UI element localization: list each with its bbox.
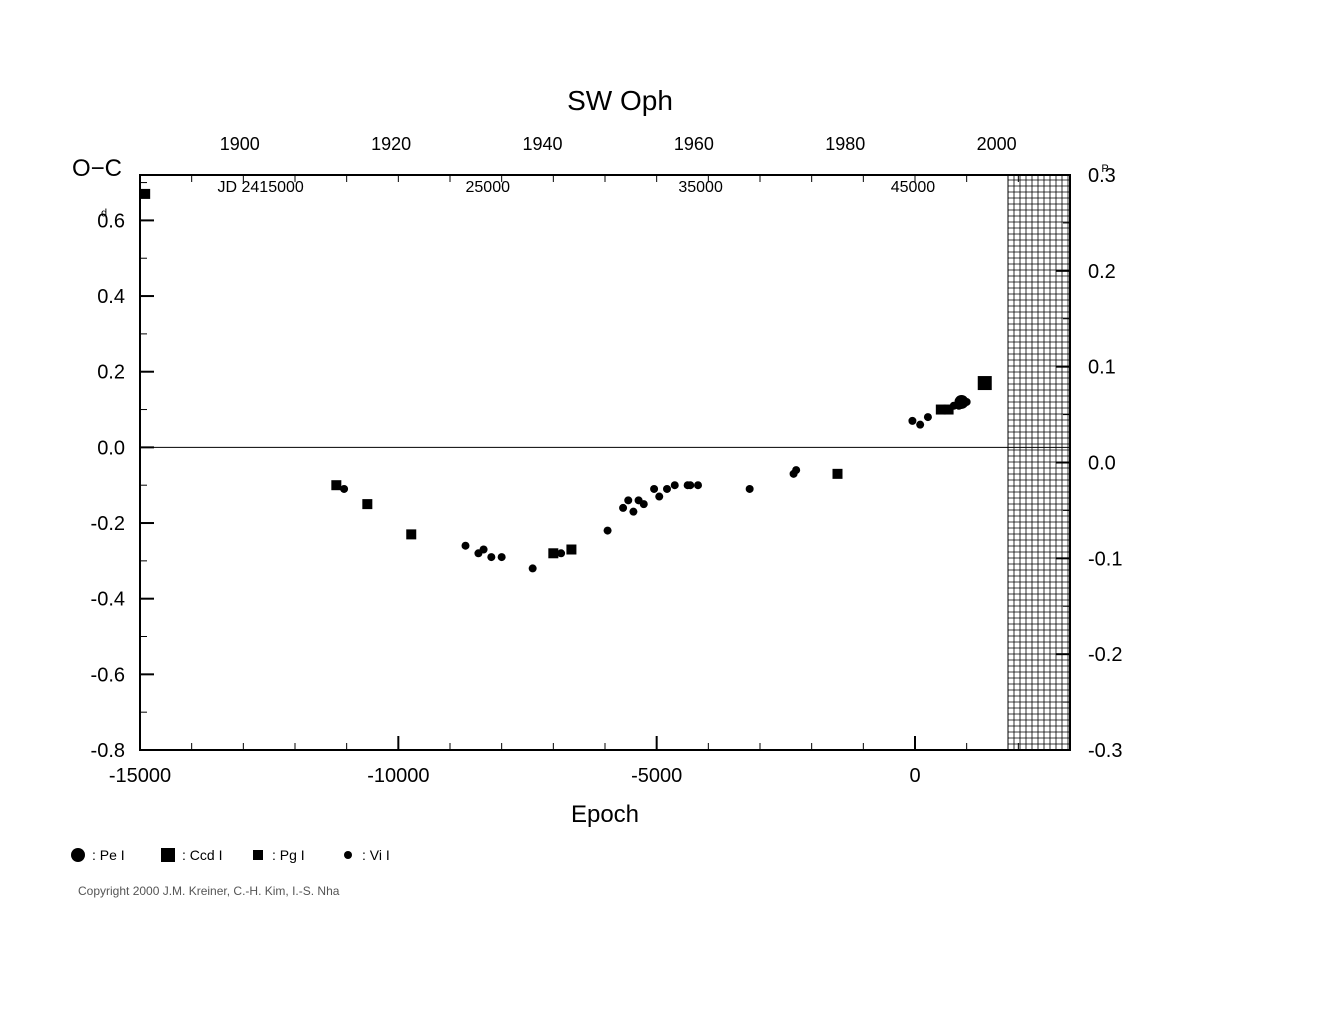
right-tick-label: -0.3 xyxy=(1088,740,1122,762)
data-point xyxy=(650,485,658,493)
data-point xyxy=(140,189,150,199)
right-tick-label: 0.1 xyxy=(1088,357,1116,379)
data-point xyxy=(663,485,671,493)
data-point xyxy=(548,548,558,558)
data-point xyxy=(640,500,648,508)
year-label: 1960 xyxy=(674,134,714,154)
y-tick-label: -0.4 xyxy=(91,589,125,611)
data-point xyxy=(671,481,679,489)
legend-marker xyxy=(344,851,352,859)
year-label: 2000 xyxy=(977,134,1017,154)
year-label: 1980 xyxy=(825,134,865,154)
right-tick-label: -0.2 xyxy=(1088,644,1122,666)
x-tick-label: -15000 xyxy=(109,765,171,787)
data-point xyxy=(498,553,506,561)
data-point xyxy=(604,527,612,535)
data-point xyxy=(557,549,565,557)
y-tick-label: -0.8 xyxy=(91,740,125,762)
scatter-chart: SW Oph -15000 -10000 -5000 0 Epoch -0.8 -0.6 -0.… xyxy=(0,0,1325,1020)
right-unit-super: P xyxy=(1101,163,1108,175)
data-point xyxy=(686,481,694,489)
data-point xyxy=(833,469,843,479)
year-label: 1920 xyxy=(371,134,411,154)
jd-label: 25000 xyxy=(466,179,511,196)
copyright-text: Copyright 2000 J.M. Kreiner, C.-H. Kim, … xyxy=(78,884,340,898)
y-tick-label: -0.2 xyxy=(91,513,125,535)
x-axis-label: Epoch xyxy=(571,801,639,828)
data-point xyxy=(340,485,348,493)
legend-label: : Vi I xyxy=(362,847,390,863)
legend-marker xyxy=(161,848,175,862)
y-tick-label: -0.6 xyxy=(91,664,125,686)
jd-prefix: JD 2415000 xyxy=(218,179,304,196)
y-unit-super: d xyxy=(101,207,107,219)
data-point xyxy=(529,564,537,572)
legend-label: : Pe I xyxy=(92,847,125,863)
chart-title: SW Oph xyxy=(567,85,673,116)
data-point xyxy=(908,417,916,425)
data-point xyxy=(624,496,632,504)
data-point xyxy=(462,542,470,550)
data-point xyxy=(655,493,663,501)
jd-label: 35000 xyxy=(678,179,723,196)
y-tick-label: 0.2 xyxy=(97,362,125,384)
data-point xyxy=(362,499,372,509)
x-tick-label: -10000 xyxy=(367,765,429,787)
legend-label: : Ccd I xyxy=(182,847,222,863)
data-point xyxy=(963,398,971,406)
data-point xyxy=(916,421,924,429)
data-point xyxy=(629,508,637,516)
x-tick-label: 0 xyxy=(909,765,920,787)
data-point xyxy=(406,529,416,539)
legend-label: : Pg I xyxy=(272,847,305,863)
data-point xyxy=(487,553,495,561)
data-point xyxy=(331,480,341,490)
y-axis-label: O−C xyxy=(72,155,122,182)
data-point xyxy=(566,545,576,555)
right-tick-label: -0.1 xyxy=(1088,548,1122,570)
data-point xyxy=(746,485,754,493)
data-point xyxy=(792,466,800,474)
data-point xyxy=(924,413,932,421)
right-tick-label: 0.0 xyxy=(1088,453,1116,475)
legend-marker xyxy=(253,850,263,860)
y-tick-label: 0.4 xyxy=(97,286,125,308)
right-tick-label: 0.2 xyxy=(1088,261,1116,283)
year-label: 1900 xyxy=(220,134,260,154)
legend-marker xyxy=(71,848,85,862)
data-point xyxy=(480,546,488,554)
plot-frame xyxy=(140,175,1070,750)
data-point xyxy=(694,481,702,489)
data-point xyxy=(619,504,627,512)
y-tick-label: 0.0 xyxy=(97,437,125,459)
jd-label: 45000 xyxy=(891,179,936,196)
chart-container: SW Oph -15000 -10000 -5000 0 Epoch -0.8 -0.6 -0.… xyxy=(0,0,1325,1020)
year-label: 1940 xyxy=(522,134,562,154)
x-tick-label: -5000 xyxy=(631,765,682,787)
data-point xyxy=(978,376,992,390)
